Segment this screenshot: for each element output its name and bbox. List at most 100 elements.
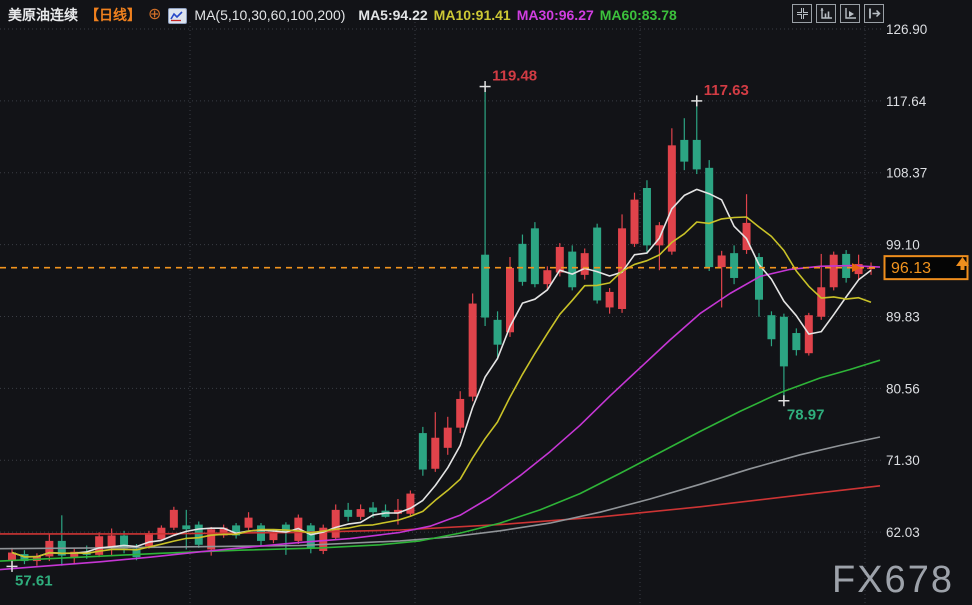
ma-line-ma10 <box>11 216 872 558</box>
candle-body <box>269 533 278 541</box>
candle-body <box>692 139 701 170</box>
candle-body <box>219 527 228 536</box>
chart-toolbar <box>792 4 884 23</box>
candle-body <box>506 267 514 333</box>
ma-value-2: MA30:96.27 <box>516 7 594 23</box>
price-tag: 96.13 <box>883 255 969 281</box>
candle-body <box>667 145 676 252</box>
ma-value-3: MA60:83.78 <box>599 7 677 23</box>
candle-body <box>306 525 315 549</box>
ma-line-ma5 <box>11 188 872 558</box>
ma-line-ma100 <box>0 436 881 550</box>
candle-body <box>244 517 253 528</box>
candle-body <box>792 333 801 351</box>
axis-tick-label: 89.83 <box>886 310 920 325</box>
pan-move-button[interactable] <box>792 4 812 23</box>
grid-layer <box>0 22 882 605</box>
candle-body <box>481 254 490 318</box>
collapse-panel-button[interactable] <box>864 4 884 23</box>
axis-tick-label: 80.56 <box>886 381 920 396</box>
scale-axis-button[interactable] <box>816 4 836 23</box>
current-price-line <box>0 263 880 273</box>
move-icon <box>796 7 809 20</box>
playback-button[interactable] <box>840 4 860 23</box>
candle-body <box>194 524 203 545</box>
axis-tick-label: 99.10 <box>886 238 920 253</box>
marked-low-label: 78.97 <box>787 407 825 424</box>
marked-high-label: 117.63 <box>704 82 749 99</box>
axis-tick-label: 126.90 <box>886 22 927 37</box>
ma-line-ma200 <box>0 485 881 535</box>
candle-body <box>456 398 465 428</box>
candle-body <box>618 228 627 309</box>
candle-body <box>70 551 79 558</box>
candle-body <box>369 507 378 513</box>
candle-body <box>742 222 751 251</box>
candle-body <box>705 167 714 268</box>
marked-high-label: 119.48 <box>492 68 537 85</box>
add-compare-icon[interactable]: ⊕ <box>148 6 162 23</box>
ma-line-ma60 <box>0 359 881 562</box>
candle-body <box>767 315 776 340</box>
price-up-arrow-stem <box>960 266 965 270</box>
candle-body <box>555 246 564 273</box>
candle-body <box>443 427 452 448</box>
candle-body <box>169 509 178 528</box>
candle-body <box>182 525 191 530</box>
candle-body <box>319 527 328 551</box>
candle-body <box>393 509 402 514</box>
panel-arrow-icon <box>867 7 881 20</box>
ma-value-0: MA5:94.22 <box>358 7 428 23</box>
candle-body <box>418 433 427 470</box>
candle-body <box>593 227 602 301</box>
candle-body <box>107 535 116 548</box>
candle-body <box>144 533 153 547</box>
candle-body <box>717 255 726 268</box>
candle-body <box>680 139 689 162</box>
price-tag-value: 96.13 <box>891 260 931 277</box>
candle-body <box>630 199 639 244</box>
candle-body <box>605 291 614 308</box>
candle-body <box>642 187 651 246</box>
candle-body <box>580 253 589 275</box>
candle-body <box>232 525 241 536</box>
symbol-name: 美原油连续 <box>8 7 78 23</box>
period-label[interactable]: 【日线】 <box>85 7 141 23</box>
candle-body <box>568 251 577 288</box>
last-price-arrow-icon <box>852 263 861 273</box>
candle-body <box>95 536 104 555</box>
candle-body <box>344 509 353 517</box>
candle-body <box>730 253 739 278</box>
candle-body <box>406 493 415 514</box>
watermark: FX678 <box>832 559 954 601</box>
candle-body <box>356 509 365 517</box>
annotations-layer: 57.61 119.48 117.63 78.97 <box>6 68 825 589</box>
candle-body <box>281 524 290 534</box>
indicator-style-icon[interactable] <box>168 8 188 24</box>
candle-body <box>755 257 763 300</box>
ma-group-label: MA(5,10,30,60,100,200) <box>194 7 346 23</box>
axis-tick-label: 71.30 <box>886 453 920 468</box>
candle-body <box>120 535 129 549</box>
candle-body <box>132 548 141 558</box>
axis-tick-label: 117.64 <box>886 94 927 109</box>
ma-value-1: MA10:91.41 <box>433 7 511 23</box>
chart-header: 美原油连续 【日线】 ⊕ MA(5,10,30,60,100,200) MA5:9… <box>8 5 677 25</box>
axis-tick-label: 62.03 <box>886 525 920 540</box>
candle-body <box>543 270 552 285</box>
candle-body <box>431 437 440 469</box>
price-up-arrow-icon <box>956 257 969 266</box>
axis-play-icon <box>843 7 857 20</box>
candle-body <box>817 287 826 317</box>
price-axis[interactable]: 126.90 117.64 108.37 99.10 89.83 80.56 71.30 62… <box>886 22 927 540</box>
axis-tick-label: 108.37 <box>886 166 927 181</box>
candle-body <box>493 319 502 345</box>
candle-body <box>829 254 838 288</box>
price-tag-box <box>883 255 969 281</box>
ma-line-ma30 <box>0 264 881 571</box>
candle-body <box>518 243 527 282</box>
candle-body <box>530 228 539 285</box>
candle-body <box>8 552 16 562</box>
